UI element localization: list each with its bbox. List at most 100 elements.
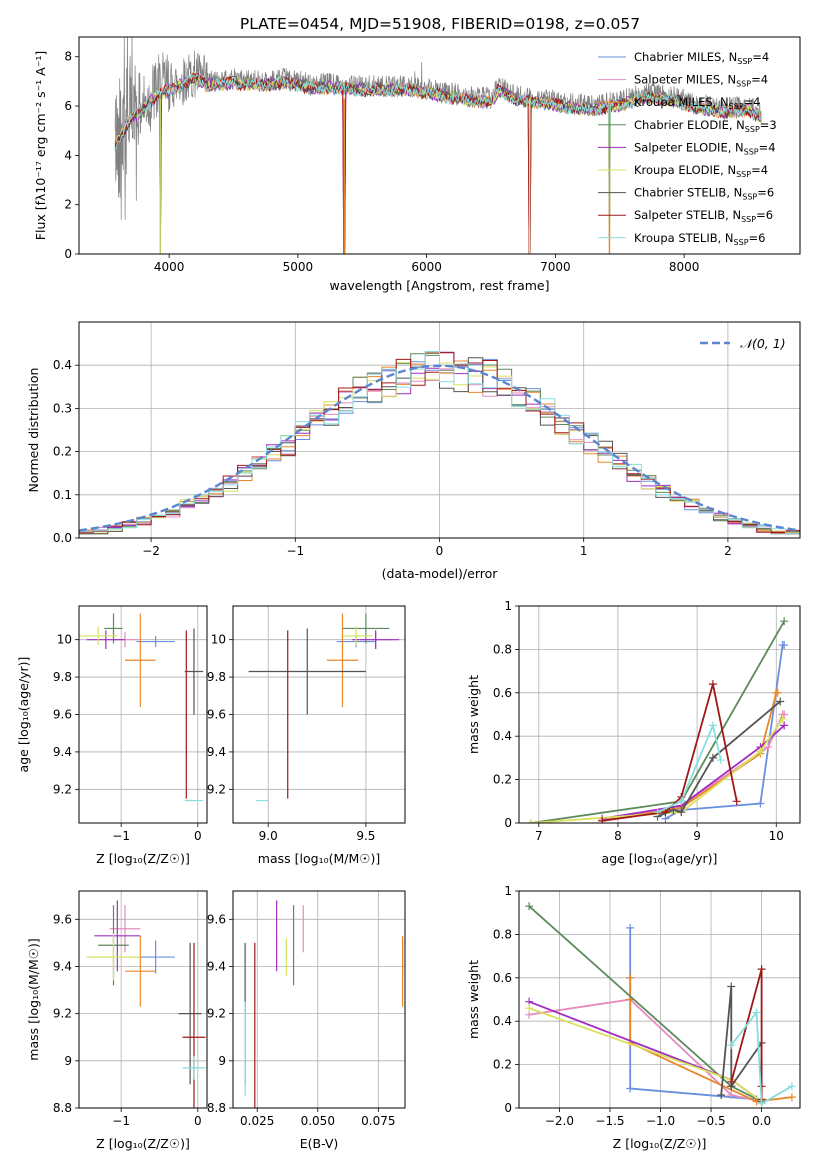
agehist-ytick-label: 0.6 — [493, 686, 512, 700]
zhist-plot-area — [525, 902, 796, 1108]
mass-weight-marker — [776, 697, 785, 706]
errorbar-point — [182, 1056, 206, 1080]
spectrum-ytick-label: 0 — [64, 247, 72, 261]
zhist-xtick-label: −1.0 — [646, 1114, 675, 1128]
mass-weight-marker — [677, 797, 686, 806]
agehist-xtick-label: 9 — [693, 829, 701, 843]
errorbar-point — [182, 942, 206, 1108]
agehist-ytick-label: 1 — [504, 599, 512, 613]
spectrum-xtick-label: 8000 — [669, 260, 700, 274]
mass-weight-marker — [717, 1090, 726, 1099]
errorbar-point — [184, 628, 204, 715]
z-mass-panel: −1 0 8.8 9 9.2 9.4 9.6 Z [log₁₀(Z/Z☉)] mass [log… — [26, 890, 208, 1151]
residuals-xlabel: (data-model)/error — [382, 566, 499, 581]
spectrum-ytick-label: 2 — [64, 198, 72, 212]
mass-weight-marker — [764, 743, 773, 752]
residuals-xtick-label: −2 — [142, 544, 160, 558]
mass-weight-marker — [757, 1099, 766, 1108]
errorbar-point — [342, 613, 390, 644]
z-mass-ylabel: mass [log₁₀(M/M☉)] — [26, 938, 41, 1060]
ebv-mass-xlabel: E(B-V) — [300, 1136, 339, 1151]
mass-weight-marker — [780, 710, 789, 719]
residuals-plot-area — [79, 351, 800, 535]
figure-title: PLATE=0454, MJD=51908, FIBERID=0198, z=0… — [240, 15, 640, 33]
z-mass-ytick-label: 9.6 — [53, 912, 72, 926]
mass-age-ytick-label: 9.2 — [207, 782, 226, 796]
spectrum-model-line — [114, 71, 762, 254]
ebv-mass-ytick-label: 9.4 — [207, 959, 226, 973]
mass-weight-line — [730, 1010, 793, 1106]
errorbar-point — [124, 613, 156, 708]
mass-weight-marker — [598, 816, 607, 823]
residuals-xtick-label: −1 — [286, 544, 304, 558]
residuals-ytick-label: 0.3 — [53, 401, 72, 415]
mass-age-xtick-label: 9.0 — [259, 829, 278, 843]
errorbar-point — [136, 940, 175, 974]
errorbar-point — [86, 933, 141, 981]
errorbar-point — [94, 900, 141, 972]
residuals-ylabel: Normed distribution — [26, 368, 41, 493]
mass-age-ytick-label: 9.4 — [207, 745, 226, 759]
spectrum-legend: Chabrier MILES, NSSP=4 Salpeter MILES, NS… — [598, 50, 777, 247]
spectrum-xlabel: wavelength [Angstrom, rest frame] — [329, 278, 549, 293]
spectrum-ytick-label: 4 — [64, 148, 72, 162]
mass-weight-marker — [716, 756, 725, 765]
errorbar-point — [326, 613, 359, 708]
z-age-plot-area — [79, 613, 204, 802]
spectrum-legend-label: Chabrier ELODIE, NSSP=3 — [634, 118, 777, 134]
mass-weight-marker — [732, 797, 741, 806]
errorbar-point — [352, 630, 400, 650]
errorbar-point — [340, 626, 372, 646]
mass-weight-marker — [677, 808, 686, 817]
zhist-ytick-label: 0.4 — [493, 1014, 512, 1028]
zhist-xtick-label: −0.5 — [696, 1114, 725, 1128]
residuals-xtick-label: 2 — [724, 544, 732, 558]
mass-weight-line — [530, 718, 784, 823]
zhist-ytick-label: 0.6 — [493, 971, 512, 985]
spectrum-ylabel: Flux [fλ10⁻¹⁷ erg cm⁻² s⁻¹ A⁻¹] — [33, 51, 48, 240]
mass-weight-marker — [626, 1084, 635, 1093]
mass-weight-marker — [773, 688, 782, 697]
mass-weight-line — [657, 722, 722, 813]
mass-weight-marker — [752, 1008, 761, 1017]
mass-weight-marker — [626, 973, 635, 982]
mass-weight-marker — [780, 641, 789, 650]
ebv-mass-xtick-label: 0.075 — [361, 1114, 395, 1128]
mass-weight-marker — [727, 982, 736, 991]
spectrum-legend-label: Salpeter STELIB, NSSP=6 — [634, 208, 773, 224]
ebv-mass-ytick-label: 8.8 — [207, 1101, 226, 1115]
mass-weight-marker — [708, 753, 717, 762]
spectrum-frame — [78, 36, 801, 255]
agehist-ylabel: mass weight — [466, 675, 481, 754]
mass-weight-marker — [787, 1082, 796, 1091]
errorbar-point — [79, 626, 118, 646]
mass-weight-marker — [669, 805, 678, 814]
agehist-frame — [518, 605, 801, 824]
z-mass-ytick-label: 9.4 — [53, 959, 72, 973]
mass-weight-marker — [780, 721, 789, 730]
mass-weight-marker — [778, 714, 787, 723]
z-mass-xlabel: Z [log₁₀(Z/Z☉)] — [96, 1136, 190, 1151]
zhist-frame — [518, 890, 801, 1109]
errorbar-point — [178, 942, 202, 1085]
zhist-ytick-label: 0 — [504, 1101, 512, 1115]
zhist-xtick-label: −2.0 — [545, 1114, 574, 1128]
zhist-ylabel: mass weight — [466, 960, 481, 1039]
residuals-panel: −2 −1 0 1 2 0.0 0.1 0.2 0.3 0.4 (data-model)/error… — [26, 321, 801, 581]
mass-weight-marker — [787, 1093, 796, 1102]
mass-weight-marker — [653, 808, 662, 817]
residuals-legend-label: 𝒩(0, 1) — [740, 336, 786, 351]
errorbar-point — [86, 630, 125, 650]
errorbar-point — [248, 628, 366, 715]
z-age-ytick-label: 9.8 — [53, 670, 72, 684]
spectrum-legend-label: Salpeter ELODIE, NSSP=4 — [634, 140, 776, 156]
ebv-mass-ytick-label: 9.2 — [207, 1007, 226, 1021]
mass-weight-marker — [526, 819, 535, 823]
mass-weight-marker — [756, 799, 765, 808]
spectrum-model-line — [114, 74, 762, 254]
mass-weight-marker — [727, 1041, 736, 1050]
z-mass-ytick-label: 9 — [64, 1054, 72, 1068]
spectrum-legend-label: Chabrier STELIB, NSSP=6 — [634, 186, 774, 202]
zhist-ytick-label: 1 — [504, 884, 512, 898]
residual-histogram — [79, 352, 800, 535]
